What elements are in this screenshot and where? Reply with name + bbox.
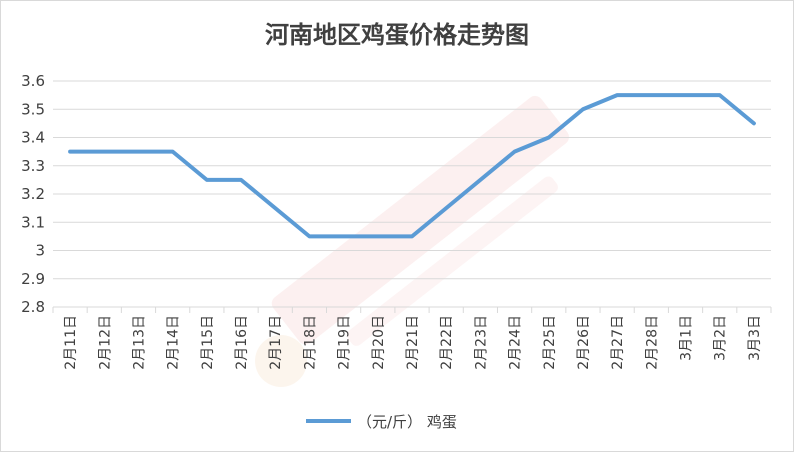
x-tick-label: 2月18日 [302,315,318,370]
y-tick-label: 3.6 [21,72,45,90]
x-tick-label: 2月12日 [97,315,113,370]
x-tick-label: 2月28日 [644,315,660,370]
x-tick-label: 2月23日 [473,315,489,370]
y-tick-label: 3.4 [21,129,45,147]
x-tick-label: 2月26日 [576,315,592,370]
y-tick-label: 3 [35,242,45,260]
x-tick-label: 2月27日 [610,315,626,370]
x-tick-label: 3月1日 [679,315,695,361]
x-tick-label: 2月25日 [542,315,558,370]
x-tick-label: 2月14日 [166,315,182,370]
x-tick-label: 2月16日 [234,315,250,370]
x-tick-label: 2月19日 [337,315,353,370]
x-tick-label: 2月21日 [405,315,421,370]
y-tick-label: 3.2 [21,185,45,203]
series-line [68,93,756,239]
x-tick-label: 2月15日 [200,315,216,370]
x-tick-label: 3月3日 [747,315,763,361]
x-tick-label: 3月2日 [713,315,729,361]
chart-title: 河南地区鸡蛋价格走势图 [265,21,529,49]
y-tick-label: 3.3 [21,157,45,175]
x-tick-label: 2月11日 [63,315,79,370]
x-tick-label: 2月17日 [268,315,284,370]
legend-label: （元/斤） 鸡蛋 [357,413,457,431]
y-tick-label: 2.9 [21,270,45,288]
y-tick-label: 3.5 [21,100,45,118]
x-tick-label: 2月13日 [131,315,147,370]
y-tick-label: 2.8 [21,298,45,316]
y-tick-label: 3.1 [21,213,45,231]
x-tick-label: 2月22日 [439,315,455,370]
x-tick-label: 2月20日 [371,315,387,370]
x-tick-label: 2月24日 [508,315,524,370]
